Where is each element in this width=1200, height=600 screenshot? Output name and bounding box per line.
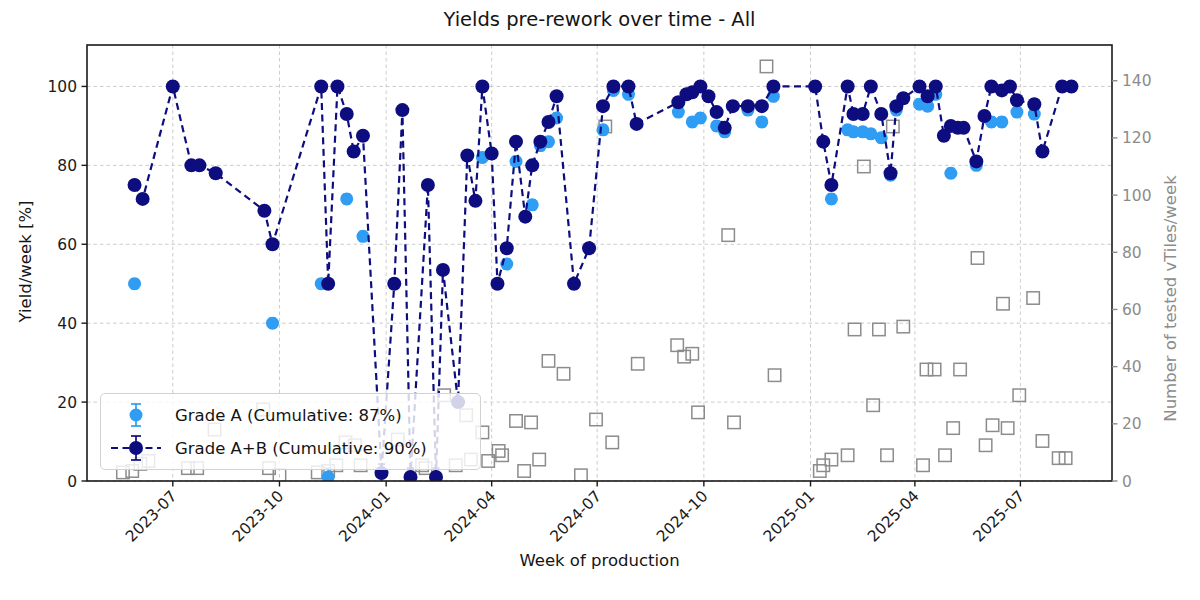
legend-label-grade-a: Grade A (Cumulative: 87%) [175, 406, 402, 425]
svg-text:2025-04: 2025-04 [864, 487, 923, 546]
plot-area: 2023-07 2023-10 2024-01 2024-04 2024-07 2024-… [0, 0, 1200, 600]
svg-text:2024-01: 2024-01 [335, 487, 394, 546]
legend-item-grade-a: Grade A (Cumulative: 87%) [109, 400, 472, 430]
grade-a-errorbar-marker-icon [109, 400, 163, 430]
svg-text:100: 100 [1122, 187, 1152, 205]
svg-text:2024-10: 2024-10 [653, 487, 712, 546]
svg-text:0: 0 [67, 473, 77, 491]
svg-text:2023-10: 2023-10 [229, 487, 288, 546]
svg-text:60: 60 [1122, 301, 1142, 319]
chart-title: Yields pre-rework over time - All [87, 8, 1112, 31]
legend-label-grade-ab: Grade A+B (Cumulative: 90%) [175, 439, 427, 458]
svg-text:80: 80 [57, 157, 77, 175]
legend: Grade A (Cumulative: 87%) Grade A+B (Cum… [100, 393, 481, 470]
svg-text:40: 40 [57, 315, 77, 333]
svg-text:2025-07: 2025-07 [970, 487, 1029, 546]
svg-text:20: 20 [57, 394, 77, 412]
svg-text:0: 0 [1122, 473, 1132, 491]
svg-text:80: 80 [1122, 244, 1142, 262]
figure: 2023-07 2023-10 2024-01 2024-04 2024-07 2024-… [0, 0, 1200, 600]
svg-text:60: 60 [57, 236, 77, 254]
svg-text:2024-04: 2024-04 [441, 487, 500, 546]
svg-text:2023-07: 2023-07 [122, 487, 181, 546]
legend-item-grade-ab: Grade A+B (Cumulative: 90%) [109, 433, 472, 463]
svg-text:2024-07: 2024-07 [546, 487, 605, 546]
svg-text:120: 120 [1122, 129, 1152, 147]
svg-text:20: 20 [1122, 415, 1142, 433]
svg-text:2025-01: 2025-01 [760, 487, 819, 546]
y-axis-left-label: Yield/week [%] [16, 112, 35, 412]
grade-ab-dashed-errorbar-marker-icon [109, 433, 163, 463]
svg-text:140: 140 [1122, 72, 1152, 90]
svg-text:100: 100 [47, 78, 77, 96]
svg-text:40: 40 [1122, 358, 1142, 376]
y-axis-right-label: Number of tested vTiles/week [1161, 149, 1180, 449]
x-axis-label: Week of production [87, 551, 1112, 570]
